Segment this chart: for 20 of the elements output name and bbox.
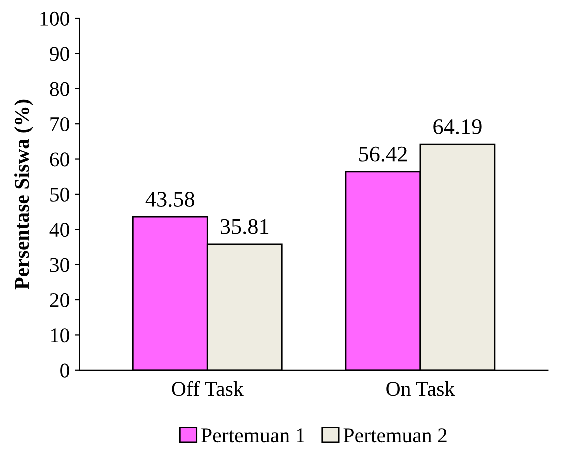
y-axis-title: Persentase Siswa (%) (14, 100, 34, 290)
y-tick-label: 40 (50, 223, 70, 238)
y-tick-label: 90 (50, 47, 70, 62)
legend-label: Pertemuan 1 (202, 428, 304, 443)
data-label: 35.81 (220, 219, 269, 234)
legend-label: Pertemuan 2 (344, 428, 447, 443)
data-label: 43.58 (146, 192, 195, 208)
y-tick-label: 0 (60, 364, 70, 378)
y-tick-label: 100 (40, 12, 70, 26)
y-tick-label: 10 (51, 328, 70, 343)
x-tick-label: On Task (386, 382, 456, 396)
data-label: 64.19 (434, 120, 482, 135)
y-tick-label: 80 (50, 82, 70, 96)
y-tick-label: 60 (50, 152, 70, 167)
y-tick-label: 70 (50, 117, 70, 132)
data-label: 56.42 (360, 146, 407, 162)
x-tick-label: Off Task (172, 381, 244, 396)
y-tick-label: 50 (50, 188, 70, 202)
y-tick-label: 30 (50, 258, 70, 272)
y-tick-label: 20 (50, 293, 70, 308)
